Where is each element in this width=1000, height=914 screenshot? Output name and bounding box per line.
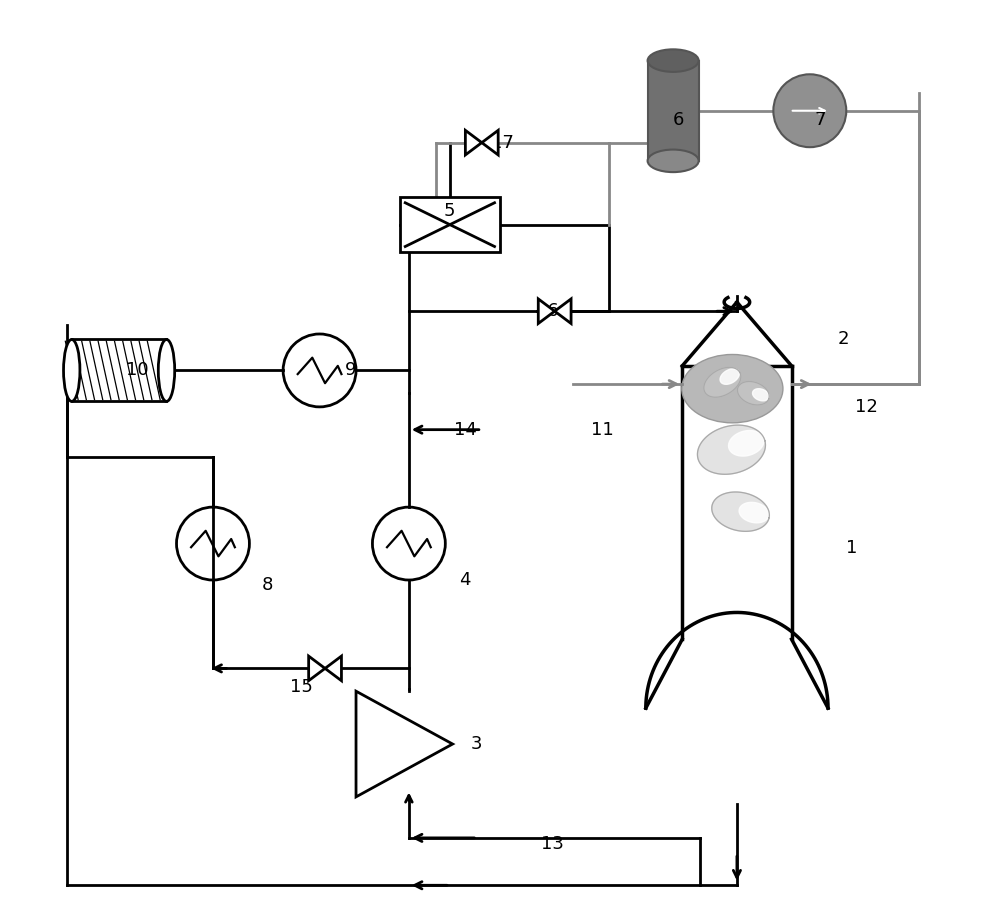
Bar	[400, 197, 500, 252]
Text: 4: 4	[459, 571, 470, 589]
Bar	[648, 60, 699, 161]
Text: 10: 10	[126, 361, 149, 379]
Ellipse shape	[682, 355, 783, 423]
Polygon shape	[325, 656, 341, 681]
Ellipse shape	[158, 339, 175, 401]
Polygon shape	[555, 299, 571, 324]
Text: 5: 5	[444, 202, 455, 220]
Text: 15: 15	[290, 677, 313, 696]
Polygon shape	[538, 299, 555, 324]
Circle shape	[773, 74, 846, 147]
Text: 8: 8	[261, 576, 273, 593]
Polygon shape	[356, 691, 453, 797]
Bar	[72, 339, 166, 401]
Text: 2: 2	[837, 330, 849, 347]
Text: 1: 1	[846, 539, 858, 558]
Text: 14: 14	[454, 420, 477, 439]
Polygon shape	[729, 430, 764, 456]
Ellipse shape	[64, 339, 80, 401]
Polygon shape	[309, 656, 325, 681]
Ellipse shape	[648, 49, 699, 72]
Polygon shape	[697, 425, 765, 474]
Text: 16: 16	[536, 303, 559, 320]
Text: 13: 13	[541, 835, 564, 854]
Polygon shape	[465, 131, 482, 155]
Polygon shape	[482, 131, 498, 155]
Text: 12: 12	[855, 398, 878, 416]
Ellipse shape	[648, 150, 699, 172]
Text: 3: 3	[471, 735, 482, 753]
Polygon shape	[720, 369, 739, 384]
Text: 9: 9	[345, 361, 357, 379]
Text: 6: 6	[673, 111, 685, 129]
Polygon shape	[739, 503, 769, 523]
Polygon shape	[737, 381, 769, 405]
Text: 11: 11	[591, 420, 614, 439]
Polygon shape	[753, 388, 769, 401]
Polygon shape	[712, 492, 769, 531]
Text: 7: 7	[814, 111, 826, 129]
Text: 17: 17	[491, 133, 514, 152]
Polygon shape	[704, 367, 741, 398]
